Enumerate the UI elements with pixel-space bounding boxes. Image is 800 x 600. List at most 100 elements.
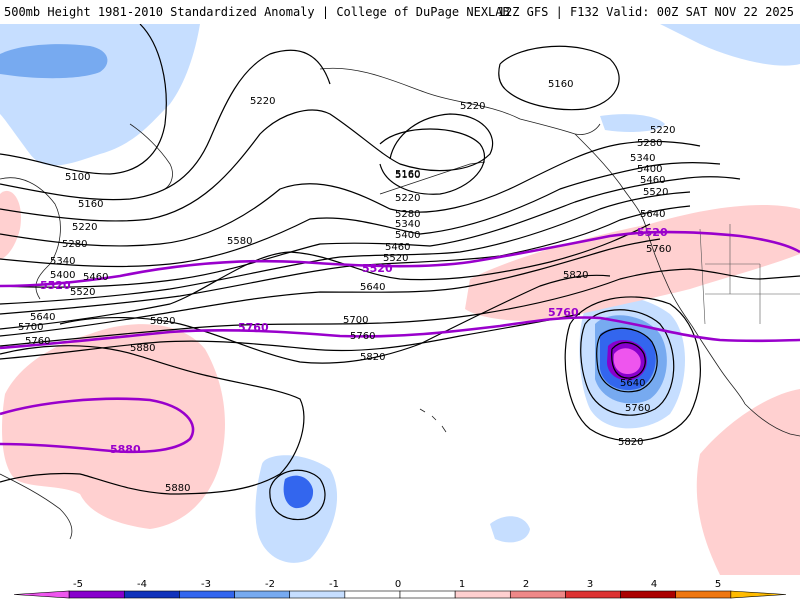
contour-label: 5640	[360, 282, 385, 293]
contour-label: 5640	[620, 378, 645, 389]
coastline-oregon-ca	[644, 223, 693, 327]
coastline-hawaii	[419, 408, 447, 433]
height-contours	[0, 24, 800, 521]
anomaly-positive-east	[696, 389, 800, 575]
contour-label: 5160	[395, 170, 420, 181]
contour-label: 5400	[637, 164, 662, 175]
map-title: 500mb Height 1981-2010 Standardized Anom…	[4, 5, 510, 19]
state-borders	[699, 224, 800, 325]
contour-label: 5760	[646, 244, 671, 255]
contour-label-group: 5220 5220 5160 5160 5100 5160 5220 5280 …	[18, 79, 675, 494]
colorbar-swatches	[13, 590, 787, 599]
anomaly-negative-pacific-core	[283, 475, 314, 509]
coastline-alaska	[319, 67, 601, 135]
colorbar-tick-label: 4	[651, 579, 657, 590]
highlight-label: 5520	[40, 279, 71, 292]
negative-anomaly-shading	[0, 24, 800, 563]
colorbar-tick-label: 2	[523, 579, 529, 590]
contour-pacific-low	[269, 469, 326, 521]
colorbar-swatch	[344, 590, 401, 599]
colorbar-tick-label: -4	[137, 579, 147, 590]
contour-label: 5220	[395, 193, 420, 204]
anomaly-negative-gulf	[600, 114, 665, 132]
colorbar-swatch	[179, 590, 235, 599]
highlight-5880	[0, 397, 195, 454]
contour-label: 5340	[395, 219, 420, 230]
colorbar-swatch	[730, 590, 787, 599]
colorbar-tick-label: 5	[715, 579, 721, 590]
colorbar-tick-label: -1	[329, 579, 339, 590]
contour-label: 5640	[640, 209, 665, 220]
contour-label: 5460	[83, 272, 108, 283]
colorbar-swatch	[620, 590, 677, 599]
contour-5220	[0, 109, 494, 222]
contour-5640	[0, 238, 661, 337]
contour-label: 5340	[50, 256, 75, 267]
contour-alaska-closed	[498, 45, 620, 111]
contour-label: 5160	[548, 79, 573, 90]
contour-5280	[0, 140, 701, 247]
colorbar-swatch	[454, 590, 511, 599]
contour-low-core	[611, 341, 646, 379]
contour-label: 5220	[72, 222, 97, 233]
highlight-5760	[0, 316, 800, 350]
contour-label: 5280	[395, 209, 420, 220]
coastline-mexico	[744, 403, 800, 437]
colorbar-tick-label: -5	[73, 579, 83, 590]
anomaly-positive-west	[0, 190, 21, 259]
contour-5520	[0, 205, 691, 315]
contour-label: 5820	[563, 270, 588, 281]
contour-label: 5280	[62, 239, 87, 250]
contour-label: 5760	[25, 336, 50, 347]
contour-label: 5760	[350, 331, 375, 342]
contour-label: 5460	[385, 242, 410, 253]
contour-label: 5760	[625, 403, 650, 414]
colorbar-tick-label: 1	[459, 579, 465, 590]
colorbar-tick-label: 0	[395, 579, 401, 590]
contour-5580	[0, 223, 651, 330]
highlight-5520	[0, 230, 800, 288]
header-bar: 500mb Height 1981-2010 Standardized Anom…	[0, 0, 800, 24]
contour-label: 5400	[395, 230, 420, 241]
contour-label: 5220	[460, 101, 485, 112]
contour-low-outer	[564, 296, 701, 442]
anomaly-colorbar: -5 -4 -3 -2 -1 0 1 2 3 4 5	[13, 579, 787, 599]
colorbar-tick-label: -3	[201, 579, 211, 590]
highlight-label: 5760	[548, 306, 579, 319]
highlight-label-group: 5520 5520 5520 5760 5760 5880	[40, 226, 668, 456]
height-anomaly-map: 5220 5220 5160 5160 5100 5160 5220 5280 …	[0, 24, 800, 575]
contour-5880-west	[0, 345, 305, 495]
positive-anomaly-shading	[0, 190, 800, 575]
contour-label: 5220	[250, 96, 275, 107]
contour-label: 5460	[640, 175, 665, 186]
coastline-aleutians	[379, 161, 486, 195]
contour-label: 5520	[70, 287, 95, 298]
contour-label: 5700	[343, 315, 368, 326]
highlighted-contours	[0, 230, 800, 454]
contour-label: 5880	[130, 343, 155, 354]
anomaly-negative-alaska-core	[0, 44, 108, 79]
contour-5820	[59, 274, 611, 364]
colorbar-swatch	[13, 590, 70, 599]
coastline-siberia	[0, 177, 61, 300]
contour-5700	[0, 268, 800, 347]
colorbar-swatch	[123, 590, 180, 599]
contour-5340	[0, 162, 721, 268]
highlight-label: 5520	[362, 262, 393, 275]
anomaly-negative-canada	[660, 24, 800, 66]
contour-label: 5820	[618, 437, 643, 448]
colorbar-swatch	[68, 590, 125, 599]
contour-label: 5400	[50, 270, 75, 281]
colorbar-swatch	[399, 590, 456, 599]
contour-5460	[0, 191, 691, 305]
contour-5100	[0, 24, 167, 175]
contour-gulf-closed	[379, 128, 486, 195]
highlight-label: 5520	[637, 226, 668, 239]
coastline-bc-wa	[574, 133, 646, 225]
anomaly-negative-low-core	[613, 348, 641, 374]
contour-label: 5100	[65, 172, 90, 183]
contour-5160	[0, 49, 331, 201]
contour-label: 5820	[360, 352, 385, 363]
contour-label: 5160	[395, 169, 420, 180]
